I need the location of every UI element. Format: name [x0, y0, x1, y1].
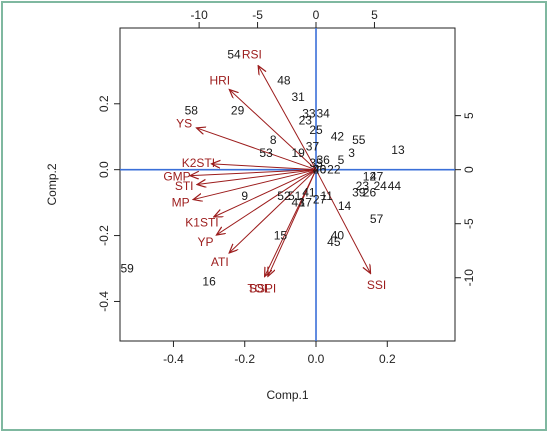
loading-label: K2STI	[182, 156, 215, 170]
plot-box	[119, 27, 456, 342]
top-tick-label: -10	[190, 8, 208, 22]
y-axis-label: Comp.2	[45, 163, 59, 205]
observation-label: 36	[316, 153, 330, 167]
observation-label: 45	[327, 235, 341, 249]
observation-label: 33	[302, 107, 316, 121]
axes-layer: -0.4 -0.2 0.0 0.2-0.4-0.20.00.2-10 -5 0 550-5-…	[97, 8, 476, 366]
observation-label: 24	[373, 179, 387, 193]
observation-label: 58	[185, 103, 199, 117]
loading-label: STI	[175, 179, 194, 193]
observation-label: 29	[231, 103, 245, 117]
observation-label: 34	[316, 107, 330, 121]
loading-label: MP	[172, 196, 190, 210]
loading-arrow	[194, 169, 317, 200]
observation-label: 5	[338, 153, 345, 167]
observation-label: 46	[313, 163, 327, 177]
x-tick-label: 0.0	[308, 352, 325, 366]
observation-label: 25	[309, 123, 323, 137]
observation-label: 48	[277, 74, 291, 88]
loading-arrow	[198, 169, 317, 185]
observation-label: 23	[299, 113, 313, 127]
observation-label: 12	[363, 169, 377, 183]
loading-label: YS	[176, 117, 192, 131]
observation-label: 40	[331, 229, 345, 243]
x-axis-label: Comp.1	[266, 388, 308, 402]
x-tick-label: -0.4	[163, 352, 184, 366]
observation-label: 9	[241, 189, 248, 203]
observation-label: 42	[331, 130, 345, 144]
observation-label: 53	[259, 146, 273, 160]
observation-label: 3	[348, 146, 355, 160]
observation-label: 26	[363, 186, 377, 200]
loading-label: GMP	[163, 169, 190, 183]
right-tick-label: 0	[462, 166, 476, 173]
loading-label: YP	[198, 235, 214, 249]
loading-label: K1STI	[185, 215, 218, 229]
observation-label: 11	[320, 189, 333, 203]
loading-arrow	[230, 169, 317, 253]
top-tick-label: -5	[252, 8, 263, 22]
loading-arrow	[197, 128, 317, 171]
observation-label: 17	[299, 196, 313, 210]
loading-arrow	[230, 90, 317, 171]
observation-label: 23	[356, 179, 370, 193]
loading-label: RSI	[242, 47, 262, 61]
observation-label: 52	[277, 189, 291, 203]
y-tick-label: -0.2	[97, 225, 111, 246]
top-tick-label: 5	[371, 8, 378, 22]
loading-label: ATI	[211, 255, 229, 269]
observation-label: 57	[370, 212, 384, 226]
y-tick-label: -0.4	[97, 291, 111, 312]
right-tick-label: -10	[462, 269, 476, 287]
loading-label: SSI	[367, 278, 386, 292]
observation-label: 15	[274, 229, 288, 243]
right-tick-label: -5	[462, 218, 476, 229]
observation-label: 59	[120, 262, 134, 276]
x-tick-label: 0.2	[379, 352, 396, 366]
observation-label: 47	[370, 169, 384, 183]
loading-label: HRI	[209, 74, 230, 88]
observation-label: 51	[288, 189, 302, 203]
observation-label: 55	[352, 133, 366, 147]
observation-label: 8	[270, 133, 277, 147]
loading-label: TOL	[247, 281, 270, 295]
y-tick-label: 0.2	[97, 95, 111, 112]
observation-label: 35	[309, 156, 323, 170]
observation-label: 31	[292, 90, 306, 104]
observation-label: 16	[202, 275, 216, 289]
observation-label: 22	[327, 163, 341, 177]
observation-label: 44	[388, 179, 402, 193]
top-tick-label: 0	[313, 8, 320, 22]
right-tick-label: 5	[462, 112, 476, 119]
observation-label: 41	[302, 186, 316, 200]
loading-arrow	[268, 169, 317, 276]
x-tick-label: -0.2	[234, 352, 255, 366]
loading-arrow	[315, 169, 370, 273]
observation-label: 13	[391, 143, 405, 157]
observation-label: 43	[292, 196, 306, 210]
observation-label: 37	[306, 140, 320, 154]
loading-arrow	[212, 164, 317, 171]
observation-label: 14	[338, 199, 352, 213]
observation-label: 20	[313, 163, 327, 177]
observation-label: 19	[292, 146, 306, 160]
observation-label: 39	[352, 186, 366, 200]
loading-arrow	[215, 169, 317, 217]
loading-arrow	[191, 169, 317, 176]
loading-arrows	[191, 67, 370, 276]
observation-label: 27	[313, 192, 327, 206]
observation-label: 54	[227, 47, 241, 61]
loading-arrow	[259, 67, 317, 170]
loading-arrow	[217, 169, 317, 235]
y-tick-label: 0.0	[97, 161, 111, 178]
loading-label: SSPI	[249, 281, 276, 295]
